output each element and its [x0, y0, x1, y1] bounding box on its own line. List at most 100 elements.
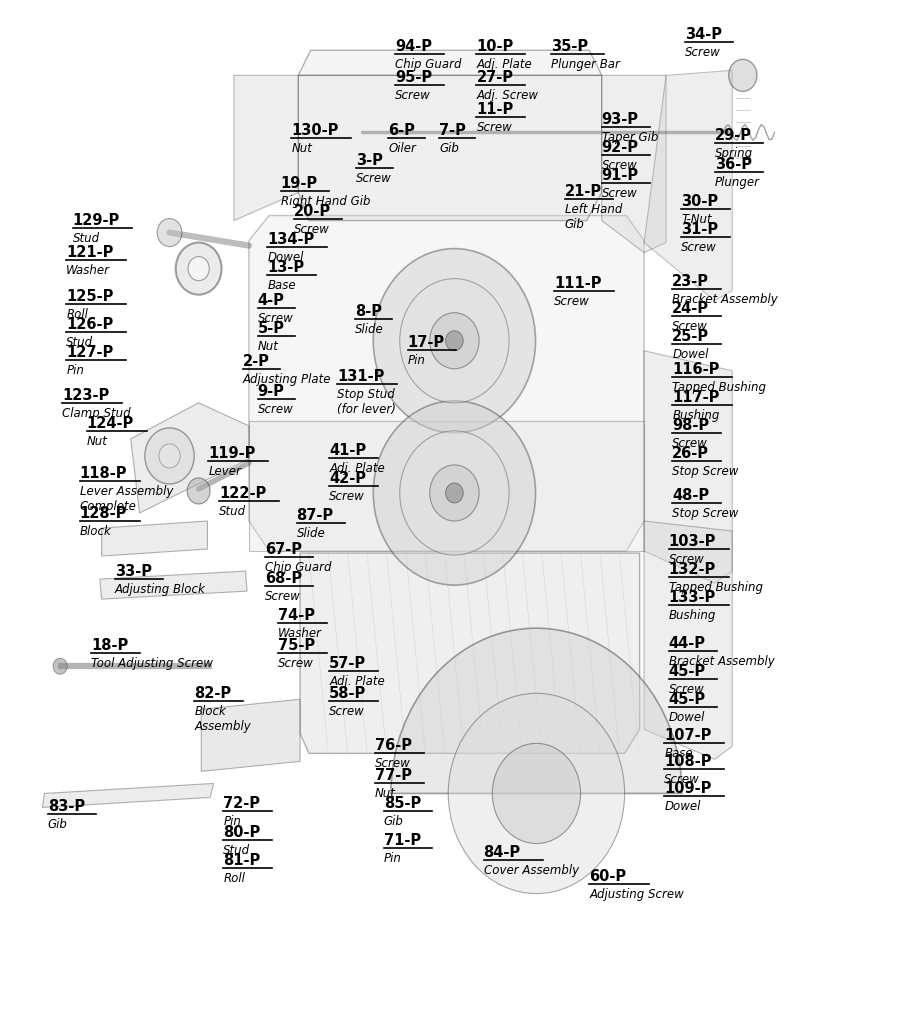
Circle shape	[187, 478, 210, 504]
Text: 26-P: 26-P	[672, 446, 709, 461]
Text: 42-P: 42-P	[329, 471, 366, 485]
Text: Stop Stud
(for lever): Stop Stud (for lever)	[338, 387, 396, 416]
Text: Stud: Stud	[73, 232, 100, 244]
Text: T-Nut: T-Nut	[681, 213, 712, 226]
Text: 8-P: 8-P	[355, 304, 382, 319]
Wedge shape	[391, 629, 682, 793]
Text: 82-P: 82-P	[194, 687, 231, 701]
Text: 111-P: 111-P	[554, 276, 601, 290]
Polygon shape	[100, 571, 248, 599]
Circle shape	[158, 219, 182, 246]
Text: 76-P: 76-P	[375, 738, 412, 753]
Text: 44-P: 44-P	[669, 637, 706, 651]
Text: Pin: Pin	[223, 816, 241, 829]
Text: 95-P: 95-P	[395, 71, 432, 85]
Text: Stud: Stud	[219, 505, 246, 518]
Text: 71-P: 71-P	[383, 833, 421, 847]
Circle shape	[492, 743, 580, 843]
Text: 48-P: 48-P	[672, 487, 709, 503]
Text: 20-P: 20-P	[294, 203, 331, 219]
Text: 132-P: 132-P	[669, 562, 716, 577]
Text: Spring: Spring	[715, 147, 752, 160]
Text: Tool Adjusting Screw: Tool Adjusting Screw	[91, 657, 213, 670]
Text: Clamp Stud: Clamp Stud	[62, 407, 130, 420]
Text: 131-P: 131-P	[338, 369, 384, 384]
Text: Block: Block	[79, 525, 112, 538]
Text: Tapped Bushing: Tapped Bushing	[669, 582, 762, 594]
Text: Plunger: Plunger	[715, 177, 760, 189]
Text: Tapped Bushing: Tapped Bushing	[672, 381, 766, 393]
Polygon shape	[130, 403, 249, 513]
Text: Screw: Screw	[395, 89, 431, 102]
Text: 128-P: 128-P	[79, 506, 127, 521]
Circle shape	[446, 483, 464, 503]
Text: 121-P: 121-P	[67, 244, 113, 260]
Text: Cover Assembly: Cover Assembly	[483, 864, 579, 877]
Text: 45-P: 45-P	[669, 664, 706, 680]
Polygon shape	[644, 71, 733, 300]
Text: 4-P: 4-P	[257, 292, 284, 308]
Polygon shape	[249, 216, 644, 551]
Text: 25-P: 25-P	[672, 329, 709, 343]
Circle shape	[374, 248, 536, 433]
Text: 45-P: 45-P	[669, 692, 706, 707]
Text: Screw: Screw	[669, 553, 705, 566]
Text: Lever Assembly
Complete: Lever Assembly Complete	[79, 485, 173, 513]
Text: 122-P: 122-P	[219, 486, 266, 501]
Text: Slide: Slide	[355, 323, 383, 335]
Text: 92-P: 92-P	[602, 140, 639, 155]
Text: 133-P: 133-P	[669, 590, 716, 605]
Text: Screw: Screw	[257, 312, 293, 325]
Text: 24-P: 24-P	[672, 300, 709, 316]
Text: 94-P: 94-P	[395, 39, 432, 54]
Text: Dowel: Dowel	[664, 800, 701, 814]
Text: Screw: Screw	[672, 436, 708, 450]
Text: 130-P: 130-P	[292, 124, 338, 138]
Text: 27-P: 27-P	[476, 71, 514, 85]
Circle shape	[446, 331, 464, 351]
Text: 125-P: 125-P	[67, 288, 113, 304]
Text: 87-P: 87-P	[296, 508, 334, 523]
Text: 134-P: 134-P	[267, 232, 315, 246]
Text: Pin: Pin	[67, 364, 85, 377]
Text: Screw: Screw	[329, 490, 364, 503]
Text: 19-P: 19-P	[281, 176, 318, 190]
Text: Roll: Roll	[223, 872, 245, 885]
Text: 21-P: 21-P	[564, 184, 602, 198]
Text: Bracket Assembly: Bracket Assembly	[669, 655, 775, 668]
Text: 33-P: 33-P	[115, 564, 152, 579]
Text: 68-P: 68-P	[265, 571, 302, 587]
Circle shape	[448, 693, 625, 893]
Text: Block
Assembly: Block Assembly	[194, 705, 251, 734]
Circle shape	[145, 428, 194, 484]
Text: Adj. Plate: Adj. Plate	[329, 462, 385, 475]
Text: Screw: Screw	[356, 173, 392, 185]
Text: 36-P: 36-P	[715, 157, 752, 173]
Text: Screw: Screw	[278, 657, 314, 670]
Text: Lever: Lever	[208, 465, 241, 478]
Polygon shape	[249, 421, 644, 551]
Text: 11-P: 11-P	[476, 102, 514, 118]
Text: Plunger Bar: Plunger Bar	[552, 58, 620, 72]
Text: 127-P: 127-P	[67, 344, 113, 360]
Text: Screw: Screw	[265, 590, 301, 603]
Text: 6-P: 6-P	[388, 124, 415, 138]
Text: Bracket Assembly: Bracket Assembly	[672, 292, 778, 306]
Circle shape	[374, 401, 536, 586]
Circle shape	[176, 242, 221, 294]
Text: 72-P: 72-P	[223, 796, 260, 811]
Text: 85-P: 85-P	[383, 796, 421, 811]
Text: 103-P: 103-P	[669, 535, 716, 549]
Text: Screw: Screw	[669, 684, 705, 696]
Text: 124-P: 124-P	[86, 416, 134, 431]
Circle shape	[729, 59, 757, 91]
Text: Nut: Nut	[292, 142, 312, 155]
Text: Screw: Screw	[294, 223, 329, 235]
Text: Gib: Gib	[383, 816, 404, 829]
Text: Oiler: Oiler	[388, 142, 416, 155]
Text: Gib: Gib	[48, 819, 68, 832]
Text: 107-P: 107-P	[664, 729, 712, 743]
Circle shape	[400, 279, 509, 403]
Text: 18-P: 18-P	[91, 638, 129, 653]
Text: Screw: Screw	[672, 320, 708, 333]
